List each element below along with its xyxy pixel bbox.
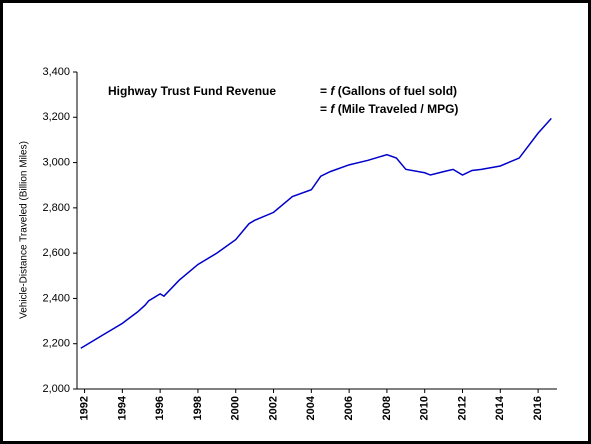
y-tick-label: 2,000 [42, 383, 70, 395]
x-tick-label: 2004 [305, 395, 317, 420]
annotation: = f (Mile Traveled / MPG) [320, 102, 458, 116]
y-tick-label: 2,400 [42, 292, 70, 304]
annotation: = f (Gallons of fuel sold) [320, 84, 457, 98]
x-tick-label: 2006 [343, 396, 355, 420]
data-line [80, 117, 552, 349]
x-tick-label: 1992 [78, 396, 90, 420]
x-tick-label: 1994 [116, 395, 128, 420]
y-tick-label: 3,400 [42, 66, 70, 78]
x-tick-label: 2010 [419, 396, 431, 420]
y-tick-label: 2,800 [42, 202, 70, 214]
annotation: Highway Trust Fund Revenue [108, 84, 276, 98]
x-tick-label: 2008 [381, 396, 393, 420]
y-tick-label: 2,600 [42, 247, 70, 259]
y-axis-label: Vehicle-Distance Traveled (Billion Miles… [19, 141, 30, 319]
x-tick-label: 2016 [532, 396, 544, 420]
x-tick-label: 2014 [494, 395, 506, 420]
y-tick-label: 3,000 [42, 156, 70, 168]
x-tick-label: 2012 [456, 396, 468, 420]
y-tick-label: 2,200 [42, 338, 70, 350]
x-tick-label: 1996 [154, 396, 166, 420]
x-tick-label: 2002 [267, 396, 279, 420]
y-tick-label: 3,200 [42, 111, 70, 123]
x-tick-label: 1998 [192, 396, 204, 420]
x-tick-label: 2000 [230, 396, 242, 420]
